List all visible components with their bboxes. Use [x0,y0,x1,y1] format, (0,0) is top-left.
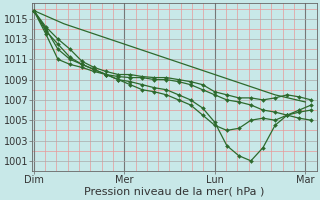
X-axis label: Pression niveau de la mer( hPa ): Pression niveau de la mer( hPa ) [84,187,265,197]
